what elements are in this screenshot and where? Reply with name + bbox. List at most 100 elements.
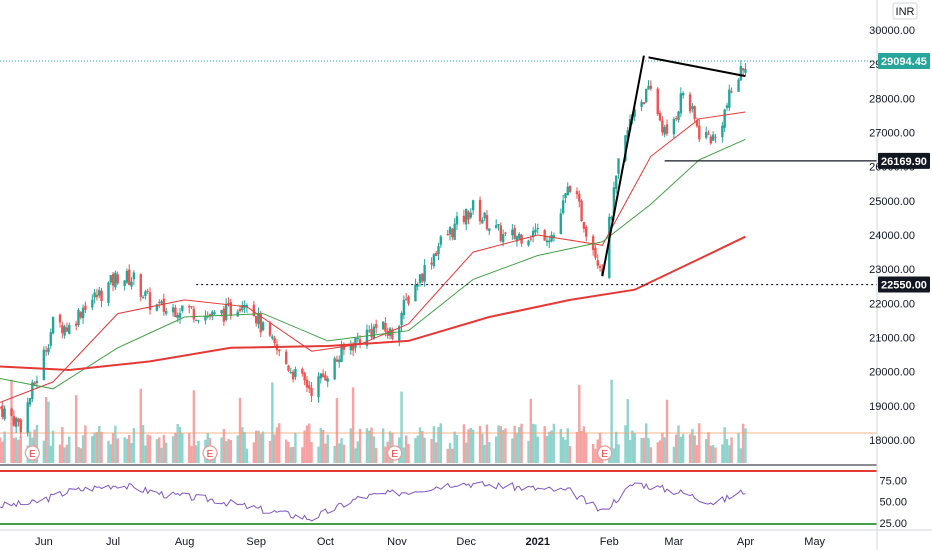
volume-bar xyxy=(594,448,597,463)
candle-body xyxy=(534,229,537,233)
candle-body xyxy=(374,324,378,328)
volume-bar xyxy=(81,435,85,463)
volume-bar xyxy=(171,436,175,463)
price-tick-label: 21000.00 xyxy=(869,333,915,345)
volume-bar xyxy=(164,442,168,463)
candle-body xyxy=(688,94,692,112)
volume-bar xyxy=(63,447,66,463)
rsi-line xyxy=(0,481,746,522)
candle-body xyxy=(566,186,569,196)
volume-bar xyxy=(658,440,662,463)
volume-bar xyxy=(349,428,352,463)
volume-bar xyxy=(677,425,680,463)
volume-bar xyxy=(615,431,618,463)
candle-body xyxy=(100,290,103,302)
candle-body xyxy=(437,246,440,255)
volume-bar xyxy=(374,448,378,463)
candle-body xyxy=(709,136,713,144)
volume-bar xyxy=(501,430,505,463)
volume-bar xyxy=(439,423,443,463)
volume-bars xyxy=(0,379,877,463)
candle-body xyxy=(723,109,726,128)
candle-body xyxy=(564,193,567,199)
candle-body xyxy=(111,273,115,286)
volume-bar xyxy=(340,438,343,463)
volume-bar xyxy=(273,434,276,463)
time-tick-label: Mar xyxy=(664,536,683,548)
volume-bar xyxy=(356,441,359,463)
volume-bar xyxy=(111,433,115,463)
volume-bar xyxy=(665,399,669,463)
candle-body xyxy=(421,273,424,282)
volume-bar xyxy=(681,433,685,463)
candle-body xyxy=(174,307,177,318)
candle-body xyxy=(107,282,110,303)
candle-body xyxy=(3,408,6,420)
time-tick-label: Jul xyxy=(106,536,120,548)
volume-bar xyxy=(305,425,309,463)
candle-body xyxy=(665,124,669,134)
candle-body xyxy=(578,193,581,202)
volume-bar xyxy=(469,427,473,463)
price-tick-label: 24000.00 xyxy=(869,230,915,242)
volume-bar xyxy=(612,448,616,463)
volume-bar xyxy=(434,442,438,463)
candle-body xyxy=(93,292,96,298)
volume-bar xyxy=(416,435,419,463)
volume-bar xyxy=(238,397,242,463)
volume-bar xyxy=(368,430,371,463)
candle-body xyxy=(529,238,533,240)
volume-bar xyxy=(610,379,613,463)
volume-bar xyxy=(744,428,747,463)
candle-body xyxy=(116,274,119,284)
volume-bar xyxy=(739,448,743,463)
time-tick-label: Feb xyxy=(600,536,619,548)
volume-bar xyxy=(222,429,226,463)
volume-bar xyxy=(421,431,424,463)
volume-bar xyxy=(400,391,403,463)
candle-body xyxy=(31,382,34,400)
candle-body xyxy=(642,102,646,105)
candle-body xyxy=(434,252,438,257)
volume-bar xyxy=(455,435,459,463)
candle-body xyxy=(81,307,85,319)
volume-bar xyxy=(483,444,486,463)
candle-body xyxy=(84,305,87,311)
volume-bar xyxy=(148,435,152,463)
time-tick-label: Jun xyxy=(35,536,53,548)
time-tick-label: Aug xyxy=(175,536,195,548)
candle-body xyxy=(398,326,401,341)
candle-body xyxy=(95,294,99,298)
candle-body xyxy=(49,332,52,346)
currency-badge[interactable] xyxy=(892,2,918,20)
candle-body xyxy=(224,303,228,321)
volume-bar xyxy=(176,424,179,463)
volume-bar xyxy=(741,423,745,463)
candle-body xyxy=(384,322,387,332)
volume-bar xyxy=(591,443,595,463)
candle-body xyxy=(333,358,336,380)
candle-body xyxy=(416,285,419,287)
candle-body xyxy=(568,185,572,192)
last-price-tag xyxy=(878,52,930,69)
candle-body xyxy=(74,323,78,326)
rsi-tick-label: 75.00 xyxy=(879,475,907,487)
candle-body xyxy=(91,299,94,308)
volume-bar xyxy=(645,423,648,463)
volume-bar xyxy=(229,440,232,463)
volume-bar xyxy=(698,423,701,463)
candle-body xyxy=(418,274,422,283)
candle-body xyxy=(730,91,733,93)
volume-bar xyxy=(585,433,588,463)
candle-body xyxy=(354,338,357,349)
volume-bar xyxy=(100,431,103,463)
candle-body xyxy=(698,125,701,140)
volume-bar xyxy=(536,436,539,463)
time-tick-label: Apr xyxy=(737,536,754,548)
volume-bar xyxy=(291,446,295,463)
candle-body xyxy=(342,344,346,350)
volume-bar xyxy=(624,425,627,463)
candle-body xyxy=(338,359,341,363)
